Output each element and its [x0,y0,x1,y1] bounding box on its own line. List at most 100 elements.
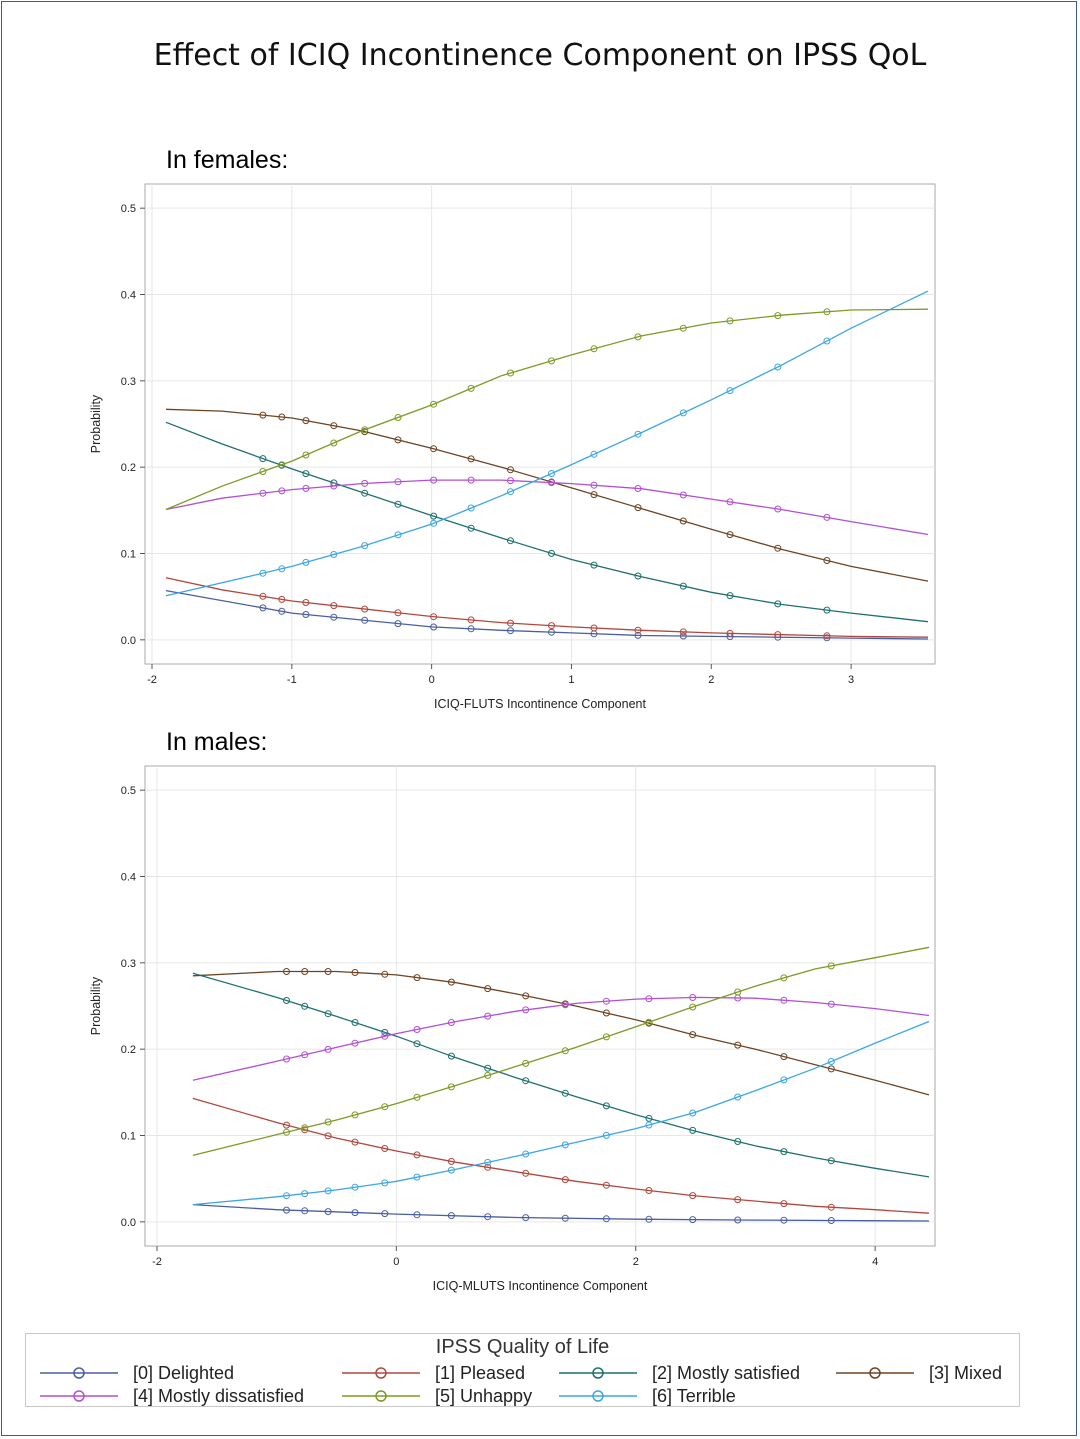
males-section-label: In males: [166,728,268,756]
data-point [522,992,530,1000]
data-point [548,470,555,477]
data-point [602,1181,610,1189]
data-point [324,1187,332,1195]
data-point [302,417,310,425]
data-point [361,479,369,487]
data-point [301,1126,309,1134]
legend-marker [559,1390,637,1402]
data-point [780,1053,788,1061]
data-point [381,1145,389,1152]
series-3-mixed [165,408,929,582]
data-point [283,968,290,975]
legend-marker [342,1367,420,1379]
data-point [823,632,831,640]
data-point [484,1064,492,1072]
data-point [734,1216,742,1224]
data-point [259,604,267,612]
data-point [734,988,742,996]
data-point [645,1121,653,1129]
data-point [602,1102,610,1110]
data-point [324,1010,332,1018]
data-point [447,1019,455,1026]
data-point [590,491,598,499]
data-point [726,317,734,325]
data-point [484,1012,492,1020]
data-point [774,363,782,371]
data-point [780,1200,788,1208]
series-6-terrible [192,1020,930,1206]
females-chart: -2 -1 0 1 2 3 0.0 0.1 0.2 0.3 0.4 0.5 ICIQ-FLUTS Inc… [89,183,936,711]
data-point [634,430,642,438]
data-point [507,466,514,474]
data-point [351,1209,359,1217]
data-point [561,1214,569,1222]
data-point [507,477,514,485]
data-point [522,1150,530,1158]
data-point [774,631,782,639]
females-section-label: In females: [166,146,289,174]
data-point [447,1212,455,1220]
plot-frame [144,765,936,1247]
data-point [602,1033,610,1041]
data-point [780,996,788,1004]
data-point [330,602,338,610]
data-point [689,1126,697,1134]
data-point [278,607,286,615]
y-tick-label: 0.2 [121,1044,136,1056]
legend-marker [40,1390,118,1402]
data-point [679,517,687,525]
series-1-pleased [192,1097,930,1214]
data-point [522,1059,530,1067]
data-point [283,1128,290,1136]
series-5-unhappy [165,308,929,511]
series-0-delighted [165,589,929,642]
data-point [561,1001,569,1009]
data-point [590,624,598,632]
data-point [602,997,610,1005]
data-point [330,439,338,447]
data-point [823,606,831,614]
legend-item-label: [6] Terrible [652,1386,736,1406]
data-point [361,426,369,434]
data-point [330,422,338,430]
x-tick-label: 1 [568,674,574,686]
data-point [726,498,734,506]
data-point [780,1148,788,1156]
data-point [381,1032,389,1040]
legend-item-label: [2] Mostly satisfied [652,1363,801,1383]
data-point [827,1000,835,1008]
data-point [679,628,687,636]
data-point [278,487,286,495]
data-point [645,1114,653,1122]
data-point [780,1076,788,1084]
data-point [324,1132,332,1140]
data-point [689,994,697,1001]
data-point [430,445,438,453]
data-point [679,491,687,499]
data-point [634,333,642,341]
data-point [774,312,782,320]
data-point [467,504,475,512]
data-point [302,470,310,478]
series-line [192,996,930,1081]
data-point [774,544,782,552]
data-point [645,1018,653,1026]
legend-item-label: [4] Mostly dissatisfied [133,1386,305,1406]
data-point [827,1065,835,1073]
series-line [165,290,929,597]
data-point [507,537,514,545]
data-point [381,1210,389,1218]
data-point [679,409,687,417]
data-point [823,513,831,521]
data-point [330,551,338,558]
legend: IPSS Quality of Life [0] Delighted [1] Pl… [25,1333,1020,1407]
data-point [259,455,267,463]
data-point [548,549,555,557]
data-point [394,500,402,508]
y-tick-label: 0.0 [121,1217,136,1229]
data-point [467,455,475,463]
x-tick-label: -2 [152,1256,162,1268]
x-tick-label: 4 [872,1256,878,1268]
data-point [467,524,475,532]
